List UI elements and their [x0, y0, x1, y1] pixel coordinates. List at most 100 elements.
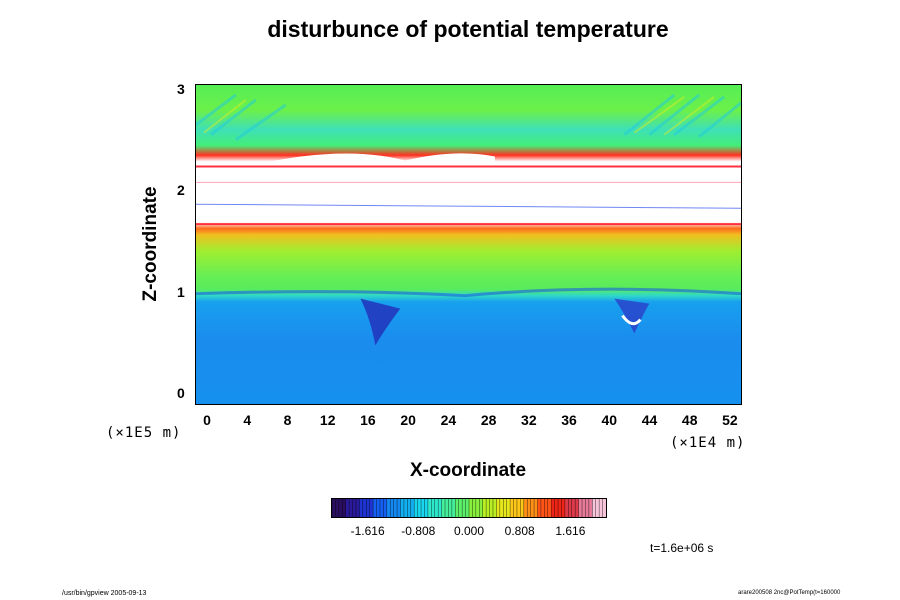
colorbar-swatch [421, 499, 425, 517]
x-tick-label: 32 [521, 412, 537, 428]
x-tick-label: 40 [601, 412, 618, 428]
colorbar-swatch [554, 499, 559, 517]
colorbar-swatch [345, 499, 350, 517]
x-tick-label: 12 [319, 412, 336, 428]
colorbar-swatch [551, 499, 555, 517]
colorbar-swatch [393, 499, 398, 517]
chart-title: disturbunce of potential temperature [267, 16, 669, 42]
colorbar-swatch [602, 499, 606, 517]
colorbar-swatch [516, 499, 521, 517]
time-label: t=1.6e+06 s [650, 541, 714, 555]
potential-temperature-field [196, 85, 741, 404]
colorbar-swatch [595, 499, 600, 517]
colorbar-swatch [458, 499, 463, 517]
colorbar-swatch [472, 499, 477, 517]
y-tick-label: 2 [177, 182, 185, 199]
colorbar-swatch [475, 499, 480, 517]
colorbar-swatch [510, 499, 514, 517]
colorbar-swatch [397, 499, 401, 517]
colorbar [331, 498, 607, 518]
colorbar-swatch [544, 499, 549, 517]
colorbar-swatch [599, 499, 603, 517]
colorbar-swatch [352, 499, 357, 517]
colorbar-swatch [451, 499, 456, 517]
colorbar-swatch [465, 499, 470, 517]
colorbar-tick-label: 0.808 [504, 524, 535, 538]
colorbar-swatch [366, 499, 370, 517]
colorbar-swatch [379, 499, 384, 517]
x-tick-label: 52 [722, 412, 738, 428]
colorbar-swatch [355, 499, 360, 517]
colorbar-tick-label: -1.616 [350, 524, 385, 538]
colorbar-swatch [400, 499, 405, 517]
x-tick-label: 4 [243, 412, 252, 428]
colorbar-swatch [431, 499, 436, 517]
colorbar-swatch [438, 499, 442, 517]
x-tick-label: 36 [561, 412, 577, 428]
x-tick-label: 28 [480, 412, 497, 428]
colorbar-swatch [424, 499, 429, 517]
y-tick-label: 1 [177, 283, 185, 300]
colorbar-swatch [564, 499, 569, 517]
x-axis-label: X-coordinate [409, 460, 527, 481]
x-tick-label: 24 [440, 412, 457, 428]
colorbar-swatch [537, 499, 542, 517]
colorbar-swatch [469, 499, 473, 517]
colorbar-swatch [383, 499, 388, 517]
colorbar-swatch [427, 499, 432, 517]
y-axis-unit: (×1E5 m) [106, 425, 182, 441]
colorbar-swatch [455, 499, 460, 517]
plot-area [195, 84, 742, 405]
colorbar-swatch [489, 499, 494, 517]
colorbar-swatch [568, 499, 573, 517]
colorbar-swatch [407, 499, 412, 517]
x-tick-label: 8 [283, 412, 292, 428]
colorbar-swatch [582, 499, 586, 517]
colorbar-swatch [527, 499, 531, 517]
colorbar-swatch [445, 499, 449, 517]
colorbar-swatch [462, 499, 466, 517]
colorbar-swatch [561, 499, 566, 517]
colorbar-swatch [434, 499, 439, 517]
colorbar-swatch [359, 499, 364, 517]
colorbar-swatch [403, 499, 408, 517]
colorbar-swatch [482, 499, 487, 517]
y-tick-label: 3 [177, 81, 185, 98]
colorbar-swatch [479, 499, 483, 517]
colorbar-swatch [578, 499, 583, 517]
colorbar-tick-label: 1.616 [555, 524, 586, 538]
colorbar-swatch [585, 499, 590, 517]
colorbar-swatch [523, 499, 528, 517]
x-axis-unit: (×1E4 m) [670, 435, 746, 451]
x-tick-label: 16 [360, 412, 376, 428]
x-tick-label: 20 [400, 412, 416, 428]
colorbar-swatch [503, 499, 507, 517]
colorbar-swatch [499, 499, 504, 517]
colorbar-swatch [362, 499, 367, 517]
colorbar-swatch [376, 499, 381, 517]
colorbar-swatch [588, 499, 593, 517]
colorbar-swatch [592, 499, 597, 517]
colorbar-swatch [513, 499, 518, 517]
colorbar-swatch [410, 499, 415, 517]
colorbar-swatch [520, 499, 525, 517]
colorbar-swatch [349, 499, 353, 517]
y-tick-label: 0 [177, 384, 185, 401]
colorbar-tick-label: -0.808 [401, 524, 436, 538]
colorbar-swatch [369, 499, 374, 517]
colorbar-swatch [441, 499, 446, 517]
colorbar-swatch [390, 499, 394, 517]
footer-command: /usr/bin/gpview 2005-09-13 [62, 590, 147, 597]
colorbar-swatch [530, 499, 535, 517]
colorbar-swatch [414, 499, 418, 517]
colorbar-tick-label: 0.000 [453, 524, 485, 538]
colorbar-swatch [575, 499, 579, 517]
colorbar-swatch [332, 499, 336, 517]
colorbar-swatch [417, 499, 422, 517]
colorbar-swatch [506, 499, 511, 517]
colorbar-swatch [540, 499, 545, 517]
colorbar-swatch [342, 499, 346, 517]
x-tick-label: 44 [641, 412, 658, 428]
colorbar-swatch [558, 499, 562, 517]
y-axis-label: Z-coordinate [140, 186, 161, 302]
